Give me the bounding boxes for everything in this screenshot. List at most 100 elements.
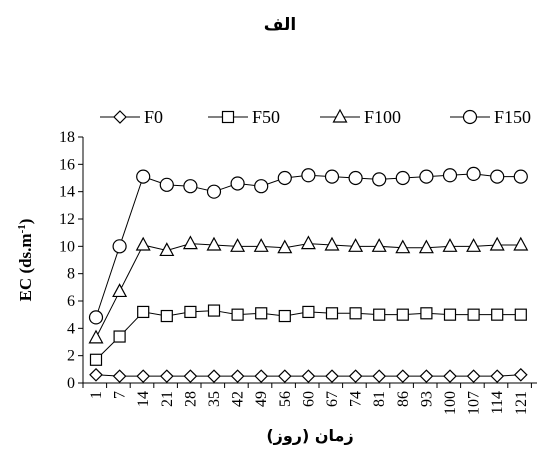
point-f0 [419,369,434,384]
point-f100 [348,238,364,252]
legend-label-f0: F0 [144,107,163,127]
point-f150 [88,310,104,325]
y-axis-title-main: EC (ds.m [16,233,35,301]
point-f150 [348,170,363,186]
point-f0 [136,369,151,384]
point-f0 [466,369,481,384]
point-f0 [207,369,221,384]
point-f100 [489,236,505,251]
x-tick-label: 114 [489,391,506,414]
point-f50 [491,308,504,321]
series-lines [95,173,521,377]
x-tick-label: 56 [277,391,294,407]
plot-area: 0 2 4 6 8 10 12 14 16 18 1 7 14 21 28 35 42 49 56 60 67 74 81… [59,129,537,415]
y-tick-label: 4 [67,320,75,337]
point-f150 [442,168,458,183]
point-f150 [136,169,151,184]
y-axis-title-close: ) [16,219,35,225]
x-tick-label: 86 [395,391,412,407]
point-f100 [182,235,198,250]
point-f0 [372,369,387,384]
point-f100 [159,242,175,257]
point-f50 [443,308,457,321]
x-tick-label: 14 [135,391,152,407]
y-tick-label: 2 [67,348,75,365]
point-f150 [513,169,528,184]
point-f100 [135,236,151,251]
y-tick-label: 8 [67,266,75,283]
point-f100 [253,238,269,252]
point-f0 [112,369,127,384]
point-f150 [254,179,269,194]
point-f150 [206,184,222,199]
point-f100 [513,236,529,251]
x-tick-label: 21 [159,391,176,407]
y-tick-label: 0 [67,375,75,392]
point-f150 [419,169,434,184]
series-markers [88,166,529,384]
point-f100 [324,236,340,251]
point-f0 [490,369,505,384]
point-f50 [467,308,480,321]
point-f0 [254,369,269,384]
legend: F0 F50 F100 F150 [100,107,531,127]
y-tick-label: 12 [59,211,75,228]
point-f50 [89,353,103,366]
point-f150 [112,239,127,254]
x-tick-label: 7 [112,391,129,399]
point-f50 [302,305,315,319]
point-f50 [373,308,386,321]
x-tick-label: 49 [253,391,270,407]
point-f0 [277,369,292,384]
chart-title: الف [264,15,296,35]
point-f150 [277,170,292,186]
x-tick-label: 67 [324,391,341,407]
point-f150 [466,166,481,181]
point-f100 [88,329,104,344]
point-f150 [230,176,245,191]
x-ticks: 1 7 14 21 28 35 42 49 56 60 67 74 81 86 93 100 107 114 121 [82,383,532,415]
point-f100 [418,239,434,254]
y-ticks: 0 2 4 6 8 10 12 14 16 18 [59,129,83,392]
point-f150 [183,179,198,194]
point-f0 [348,369,363,384]
x-tick-label: 1 [88,391,105,399]
point-f100 [371,238,387,252]
point-f0 [89,367,103,382]
point-f50 [420,307,433,320]
x-axis-title: زمان (روز) [266,426,353,445]
point-f150 [490,169,505,184]
series-line-f100 [95,243,521,339]
legend-marker-f50 [221,110,235,124]
legend-marker-f100 [332,108,348,123]
point-f0 [183,369,198,384]
y-tick-label: 6 [67,293,75,310]
point-f0 [301,369,316,384]
x-tick-label: 107 [466,391,483,415]
point-f100 [230,238,246,252]
x-tick-label: 93 [418,391,435,407]
y-axis-title-sup: -1 [16,224,28,233]
point-f0 [395,369,410,384]
point-f0 [443,369,457,384]
x-tick-label: 81 [371,391,388,407]
point-f0 [325,369,339,384]
point-f100 [395,239,411,254]
point-f50 [349,307,362,320]
point-f50 [514,308,527,321]
y-tick-label: 18 [59,129,75,146]
point-f50 [396,308,409,321]
point-f150 [159,177,174,192]
point-f50 [278,309,291,323]
point-f100 [112,283,128,298]
x-tick-label: 121 [513,391,530,415]
x-tick-label: 74 [348,391,365,407]
point-f50 [184,305,197,319]
legend-label-f50: F50 [252,107,280,127]
point-f150 [372,172,387,187]
point-f100 [206,236,222,251]
point-f150 [324,169,340,184]
y-tick-label: 16 [59,156,75,173]
legend-marker-f0 [113,110,127,124]
